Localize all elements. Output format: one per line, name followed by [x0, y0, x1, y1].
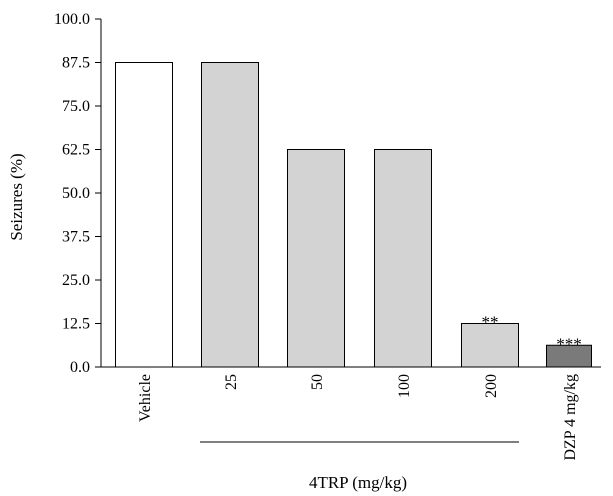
y-tick-label: 62.5 [62, 142, 90, 159]
y-tick-label: 100.0 [54, 11, 90, 28]
y-tick-label: 50.0 [62, 185, 90, 202]
y-tick-label: 0.0 [70, 359, 90, 376]
y-axis: 0.0 12.5 25.0 37.5 50.0 62.5 75.0 87.5 100.0 [54, 11, 102, 376]
y-tick-label: 12.5 [62, 316, 90, 333]
bar-50 [287, 149, 345, 368]
x-tick-label: 200 [483, 374, 500, 398]
x-tick-label: 25 [223, 374, 240, 390]
significance-marker: ** [482, 313, 499, 332]
y-tick-label: 37.5 [62, 229, 90, 246]
bar-vehicle [115, 62, 173, 368]
x-tick-label: DZP 4 mg/kg [562, 374, 579, 461]
x-tick-label: Vehicle [137, 374, 154, 422]
bar-200 [461, 323, 519, 368]
y-tick-label: 87.5 [62, 55, 90, 72]
x-axis: Vehicle 25 50 100 200 DZP 4 mg/kg [101, 366, 601, 461]
bar-25 [201, 62, 259, 368]
y-axis-label: Seizures (%) [7, 153, 26, 240]
x-tick-label: 50 [309, 374, 326, 390]
y-tick-label: 25.0 [62, 272, 90, 289]
y-tick-label: 75.0 [62, 98, 90, 115]
significance-marker: *** [556, 334, 582, 353]
x-tick-label: 100 [396, 374, 413, 398]
bar-100 [374, 149, 432, 368]
bars: ***** [115, 62, 592, 368]
group-label: 4TRP (mg/kg) [309, 473, 407, 492]
